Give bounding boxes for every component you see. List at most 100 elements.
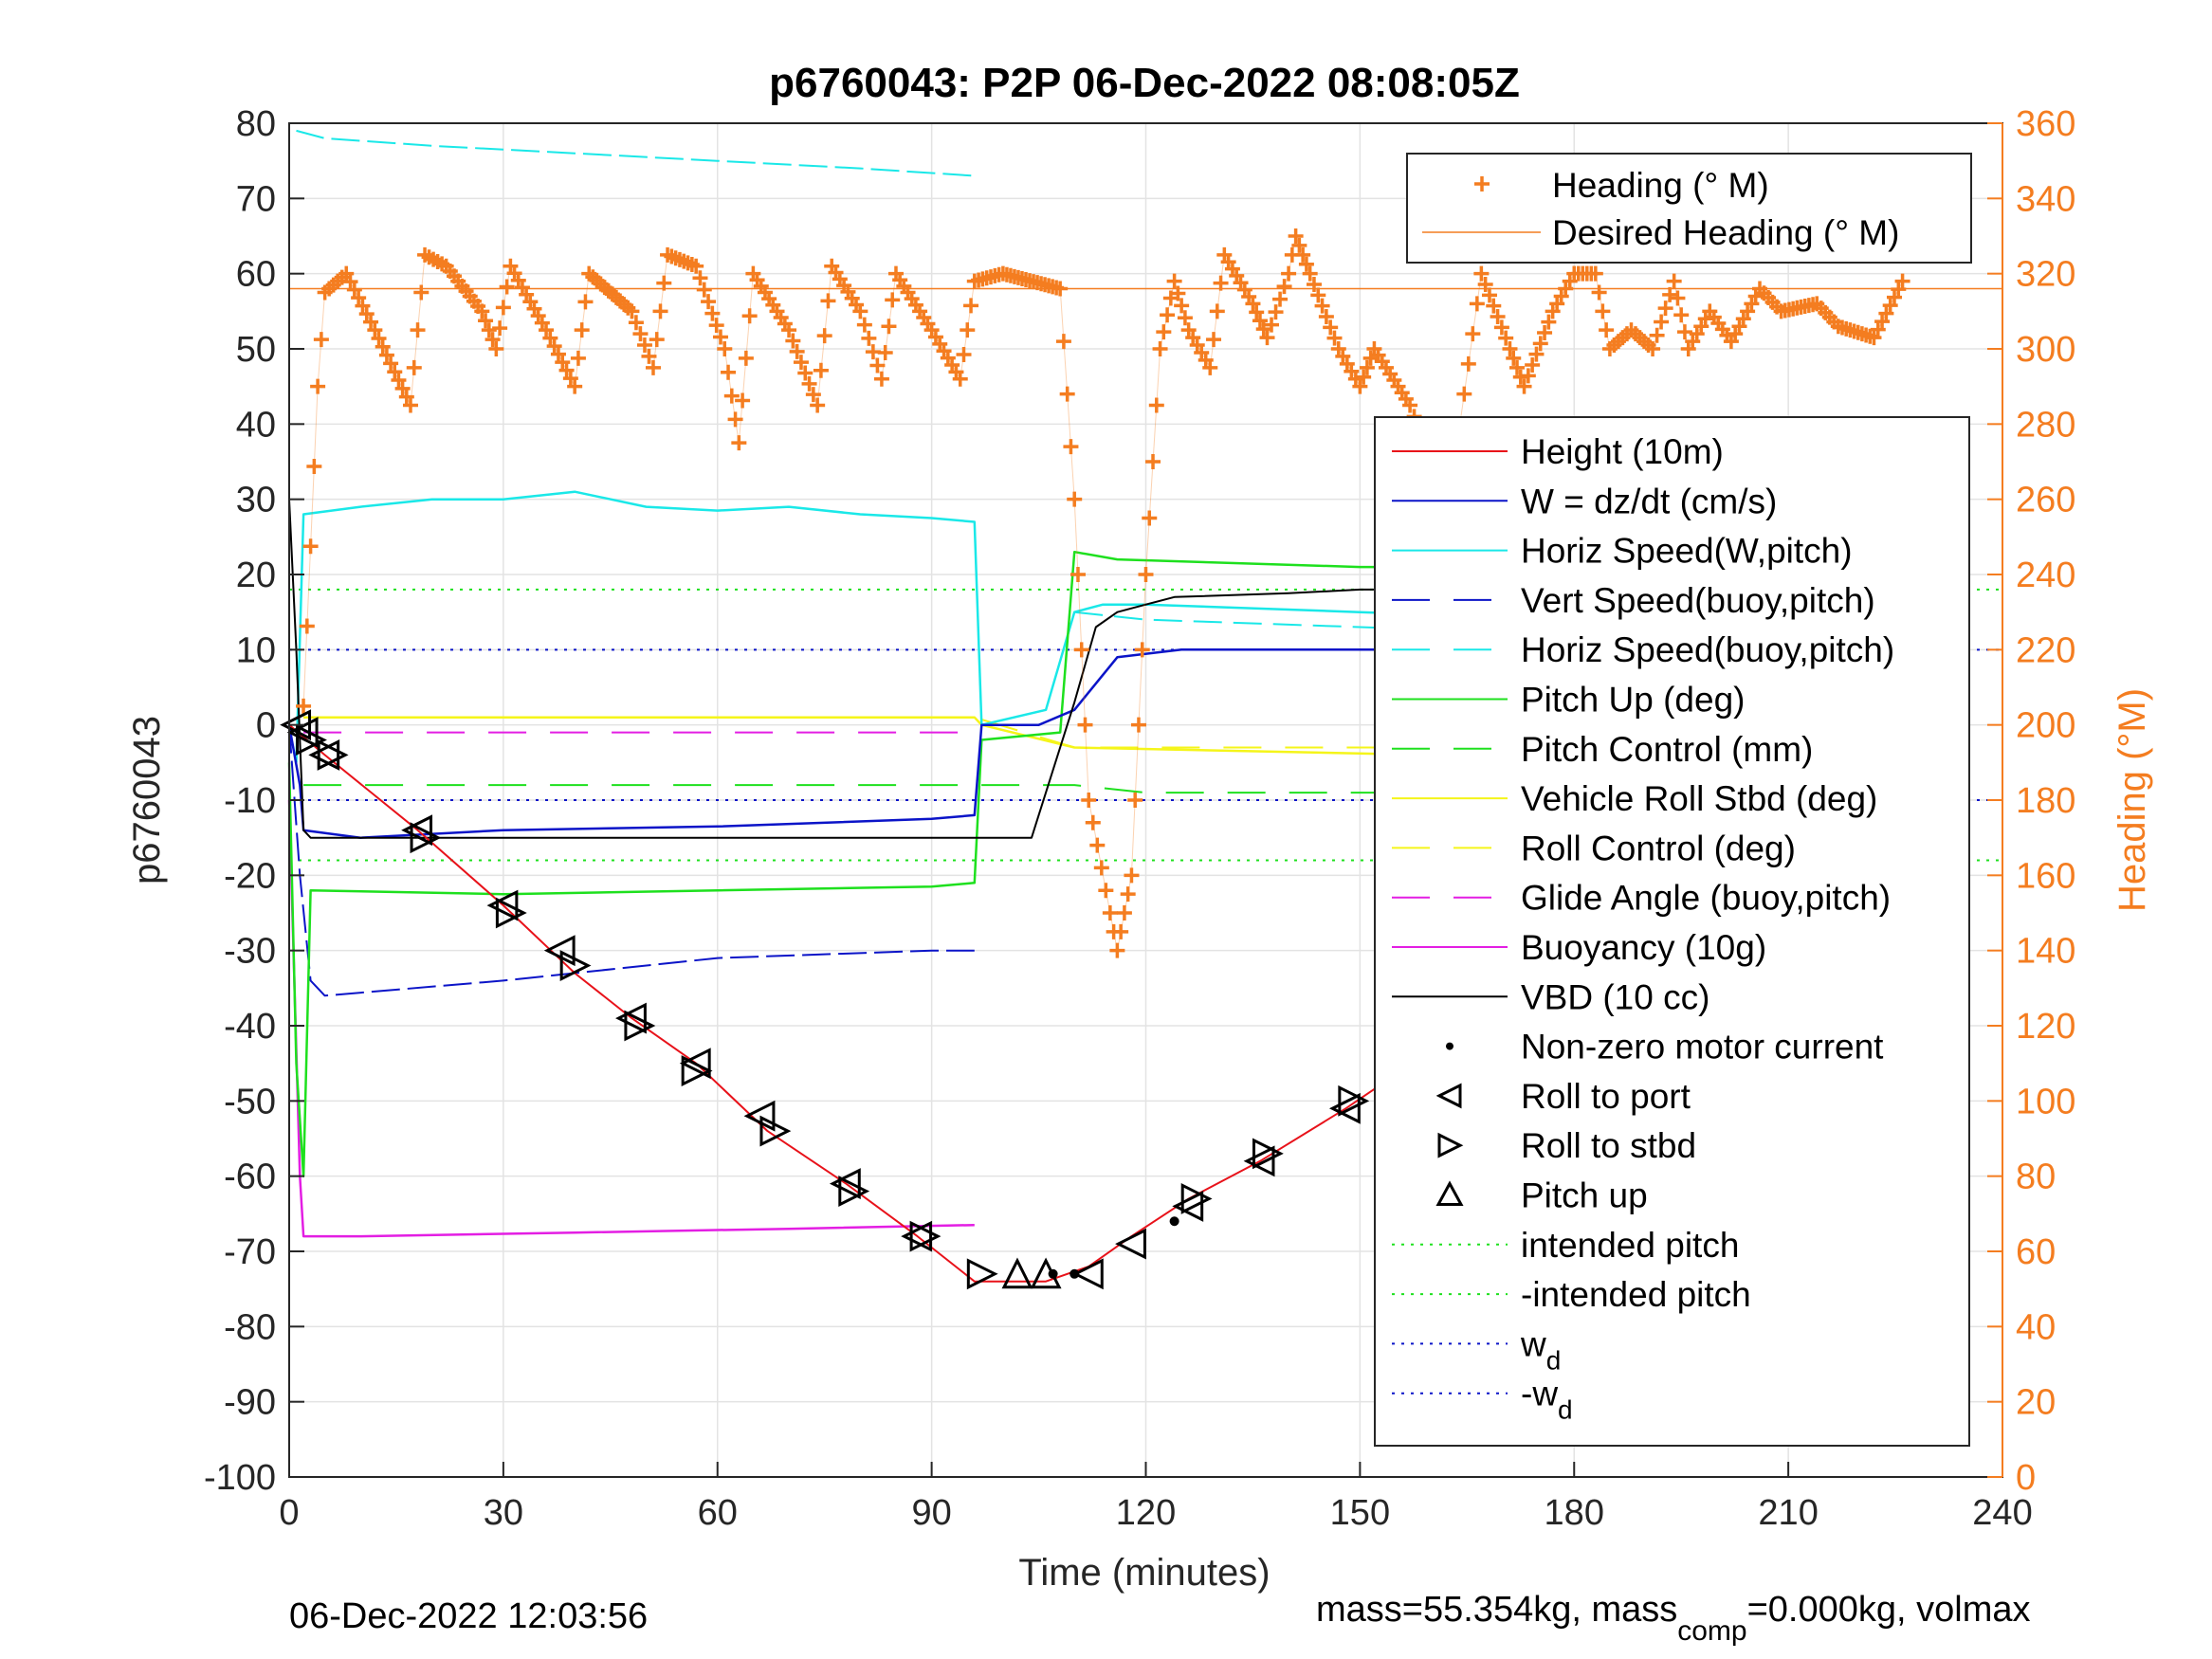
heading-marker — [1170, 285, 1186, 301]
heading-marker — [1098, 883, 1114, 899]
heading-marker — [1486, 298, 1502, 314]
heading-marker — [708, 318, 724, 334]
legend-label: Roll to stbd — [1521, 1126, 1696, 1165]
y2-axis-label: Heading (°M) — [2111, 688, 2153, 912]
roll-to-stbd-marker — [909, 1220, 941, 1252]
footer-mass-sub: comp — [1677, 1615, 1746, 1647]
legend-label-main: VBD (10 cc) — [1521, 977, 1709, 1016]
heading-marker — [1102, 905, 1118, 921]
legend-main: Height (10m) W = dz/dt (cm/s) Horiz Speed(… — [1374, 416, 1970, 1447]
heading-marker — [1156, 324, 1172, 340]
legend-label: Glide Angle (buoy,pitch) — [1521, 879, 1891, 918]
heading-marker — [652, 303, 668, 319]
heading-marker — [1077, 717, 1093, 733]
series-vert-speed-buoy — [288, 724, 975, 997]
heading-marker — [712, 329, 728, 345]
roll-to-port-marker — [486, 889, 519, 921]
legend-label-main: Buoyancy (10g) — [1521, 928, 1766, 967]
x-tick-label: 120 — [1116, 1493, 1176, 1533]
y2-tick-label: 140 — [2016, 932, 2075, 972]
heading-marker — [1109, 942, 1125, 958]
legend-label: Height (10m) — [1521, 432, 1724, 471]
y-tick-label: 10 — [236, 630, 276, 670]
roll-to-stbd-marker — [624, 1010, 656, 1042]
heading-marker — [358, 306, 375, 322]
heading-marker — [1160, 307, 1176, 323]
y-tick-label: 40 — [236, 405, 276, 445]
heading-marker — [696, 282, 712, 298]
heading-marker — [1124, 867, 1140, 884]
y-tick-label: 20 — [236, 556, 276, 595]
heading-marker — [963, 298, 979, 314]
x-tick-label: 60 — [698, 1493, 738, 1533]
legend-label: Pitch Up (deg) — [1521, 681, 1746, 720]
y-tick-label: 30 — [236, 481, 276, 520]
heading-marker — [656, 275, 672, 291]
heading-marker — [1456, 386, 1472, 402]
heading-marker — [1541, 314, 1557, 330]
heading-marker — [1645, 341, 1661, 356]
legend-label-main: Height (10m) — [1521, 432, 1724, 471]
heading-marker — [555, 355, 571, 371]
legend-label-main: w — [1520, 1324, 1546, 1363]
heading-marker — [1314, 298, 1330, 314]
heading-marker — [805, 387, 821, 403]
heading-marker — [1537, 325, 1553, 340]
heading-marker — [1177, 310, 1193, 326]
heading-marker — [1595, 303, 1611, 319]
heading-marker — [816, 328, 832, 344]
legend-swatch — [1437, 1132, 1464, 1158]
pitch-up-marker — [1001, 1257, 1033, 1289]
heading-marker — [1356, 369, 1372, 385]
y2-tick-label: 220 — [2016, 630, 2075, 670]
heading-marker — [723, 388, 740, 404]
heading-marker — [1295, 246, 1311, 263]
heading-marker — [1209, 303, 1225, 319]
y2-tick-label: 40 — [2016, 1307, 2056, 1347]
heading-marker — [1127, 793, 1143, 808]
heading-marker — [383, 356, 399, 372]
heading-marker — [1202, 359, 1218, 375]
heading-marker — [478, 313, 494, 329]
heading-marker — [649, 332, 665, 348]
heading-marker — [539, 322, 555, 338]
heading-marker — [1473, 265, 1490, 282]
roll-to-stbd-marker — [759, 1115, 792, 1147]
y-tick-label: -80 — [224, 1307, 276, 1347]
heading-marker — [1310, 287, 1326, 303]
x-axis: 0 30 60 90 120 150 180 210 240 — [279, 1462, 2033, 1533]
legend-label: Vert Speed(buoy,pitch) — [1521, 581, 1875, 620]
heading-marker — [781, 322, 797, 338]
heading-marker — [1252, 313, 1268, 329]
heading-marker — [1878, 305, 1894, 321]
y2-tick-label: 300 — [2016, 330, 2075, 370]
heading-marker — [1894, 273, 1910, 289]
x-tick-label: 90 — [911, 1493, 951, 1533]
x-tick-label: 30 — [484, 1493, 523, 1533]
heading-marker — [813, 362, 829, 378]
heading-marker — [881, 319, 897, 335]
heading-marker — [641, 348, 657, 364]
heading-marker — [394, 380, 411, 396]
legend-label: Pitch up — [1521, 1176, 1648, 1215]
heading-marker — [645, 359, 661, 375]
legend-label: Roll Control (deg) — [1521, 829, 1796, 867]
heading-marker — [735, 392, 751, 409]
legend-label-main: Horiz Speed(W,pitch) — [1521, 532, 1853, 571]
y2-tick-label: 60 — [2016, 1232, 2056, 1272]
roll-to-port-marker — [1071, 1258, 1104, 1290]
heading-marker — [1138, 567, 1154, 582]
heading-marker — [413, 284, 430, 301]
heading-marker — [1654, 314, 1670, 330]
heading-marker — [1323, 319, 1339, 336]
heading-marker — [727, 411, 743, 428]
legend-label-main: Horiz Speed(buoy,pitch) — [1521, 630, 1894, 669]
heading-marker — [1870, 321, 1886, 337]
heading-marker — [1272, 291, 1289, 307]
heading-marker — [346, 282, 362, 298]
heading-marker — [632, 326, 649, 342]
roll-to-stbd-marker — [559, 950, 592, 981]
heading-marker — [481, 322, 497, 338]
y2-axis: 3603403203002802602402202001801601401201… — [1987, 104, 2075, 1498]
